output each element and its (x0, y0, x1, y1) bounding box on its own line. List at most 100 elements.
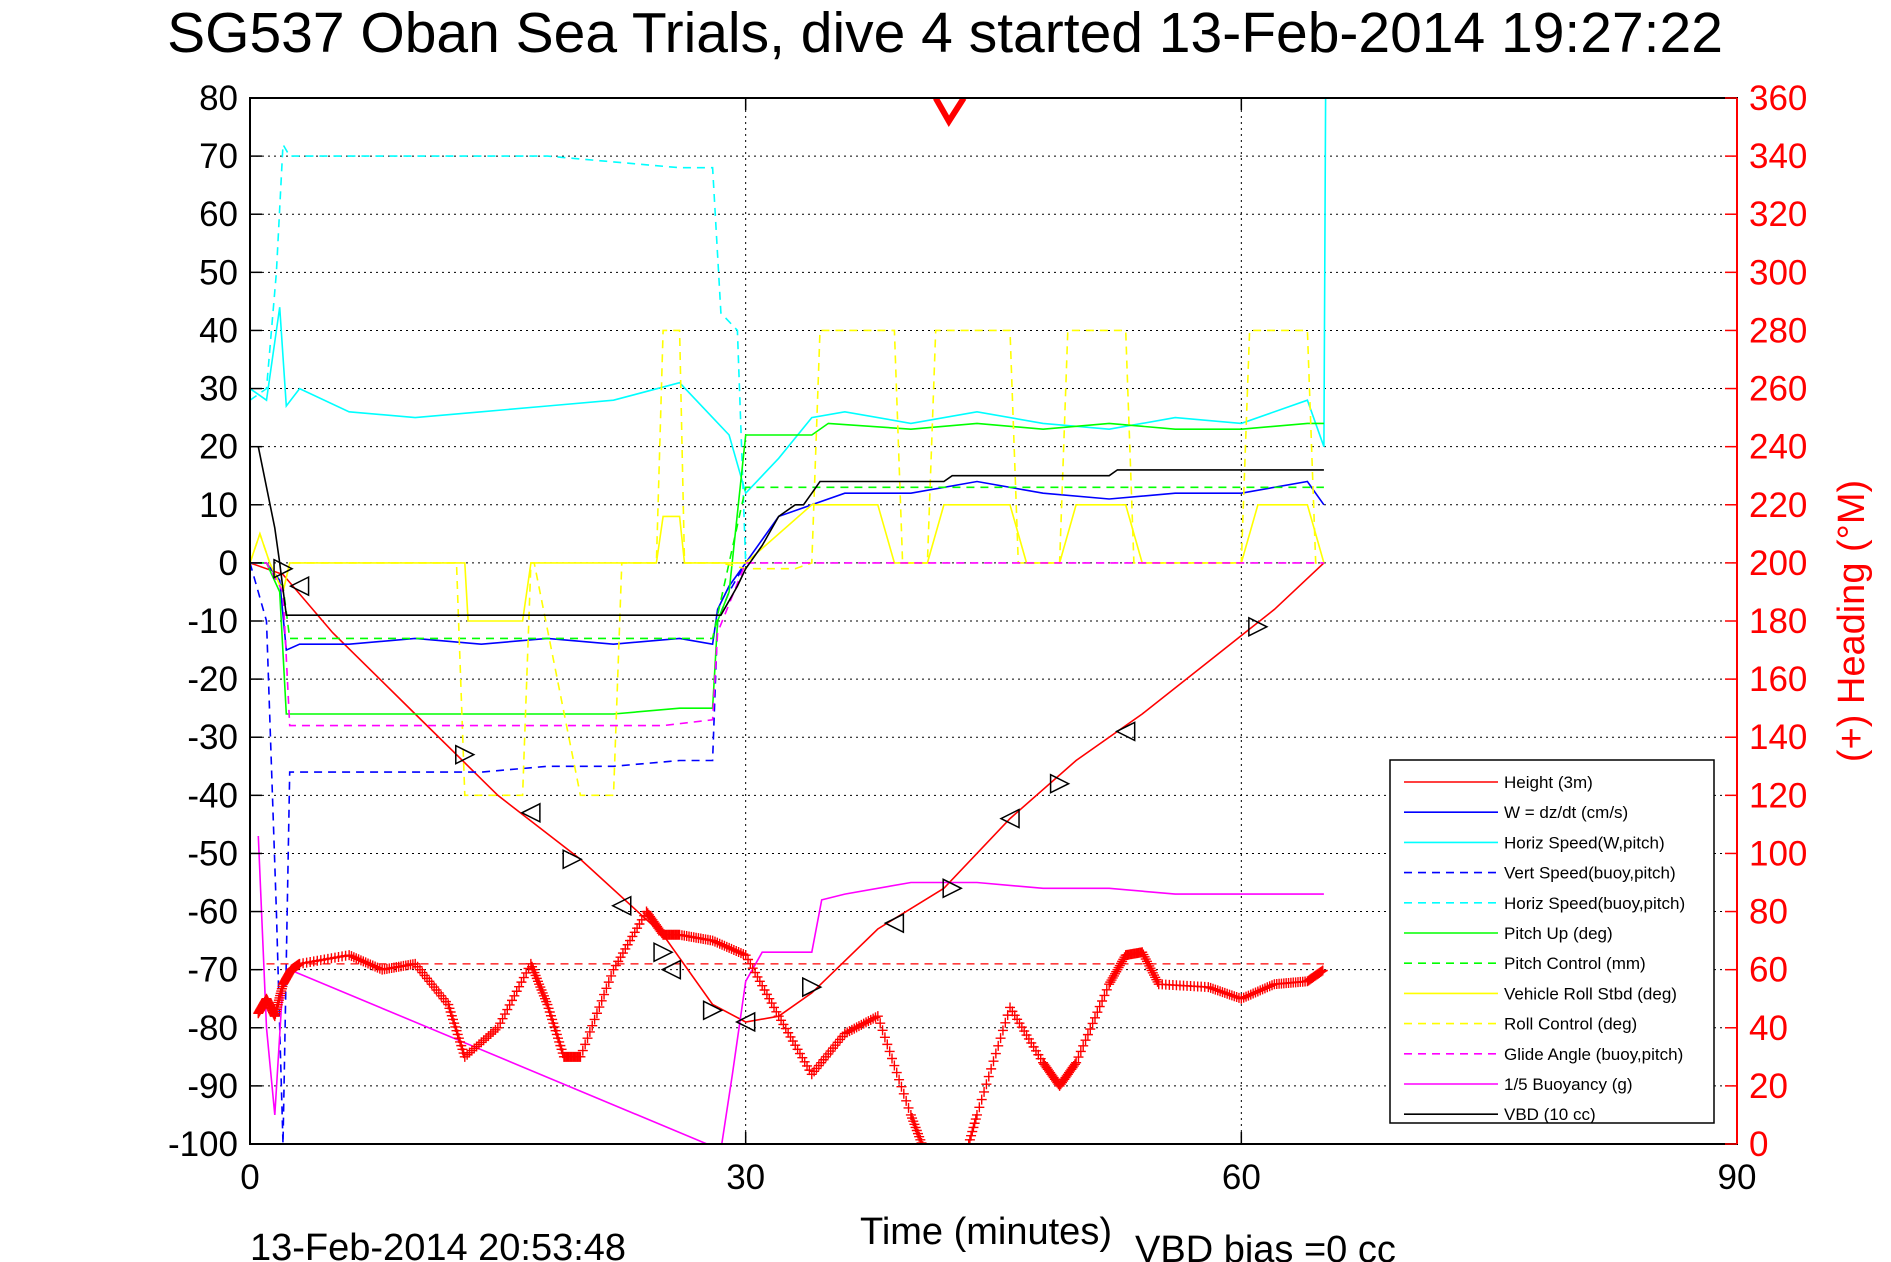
heading-point (1000, 1017, 1011, 1028)
heading-point (1243, 990, 1254, 1001)
y-tick-label: -60 (187, 893, 238, 932)
series-line-9 (250, 562, 1324, 727)
heading-point (360, 957, 371, 968)
legend-label: Vert Speed(buoy,pitch) (1504, 864, 1676, 883)
right-tick-label: 240 (1749, 428, 1807, 467)
heading-point (1212, 985, 1223, 996)
right-tick-label: 280 (1749, 311, 1807, 350)
heading-point (625, 935, 636, 946)
heading-point (1145, 963, 1156, 974)
legend-label: VBD (10 cc) (1504, 1105, 1596, 1124)
heading-point (1151, 974, 1162, 985)
marker-layer (273, 558, 1269, 1033)
heading-point (355, 955, 366, 966)
heading-point (939, 1165, 949, 1175)
heading-point (707, 935, 718, 946)
heading-point (615, 952, 626, 963)
heading-point (1262, 982, 1273, 993)
heading-point (884, 1046, 895, 1057)
heading-point (1069, 1059, 1080, 1070)
heading-point (469, 1043, 480, 1054)
heading-point (608, 964, 619, 975)
heading-point (634, 919, 645, 930)
legend-label: Roll Control (deg) (1504, 1015, 1637, 1034)
heading-point (1137, 947, 1148, 958)
x-tick-label: 30 (726, 1158, 765, 1197)
heading-point (1147, 967, 1158, 978)
heading-point (764, 993, 775, 1004)
heading-point (1073, 1052, 1084, 1063)
right-tick-label: 340 (1749, 137, 1807, 176)
heading-point (950, 1168, 960, 1178)
heading-point (1149, 970, 1159, 981)
heading-point (606, 970, 617, 981)
legend-label: Vehicle Roll Stbd (deg) (1504, 984, 1677, 1003)
x-tick-label: 90 (1718, 1158, 1757, 1197)
heading-point (502, 1004, 513, 1015)
right-tick-label: 260 (1749, 370, 1807, 409)
heading-series (253, 98, 1328, 1178)
heading-point (804, 1065, 815, 1076)
heading-point (370, 961, 381, 972)
heading-point (990, 1048, 1001, 1059)
heading-point (620, 943, 631, 954)
heading-point (947, 1168, 957, 1178)
legend-label: Glide Angle (buoy,pitch) (1504, 1045, 1683, 1064)
legend: Height (3m) W = dz/dt (cm/s) Horiz Speed(W… (1389, 759, 1715, 1124)
heading-point (842, 1027, 853, 1038)
height-marker (562, 849, 583, 870)
heading-point (601, 983, 612, 994)
heading-point (514, 981, 525, 992)
heading-point (1250, 987, 1261, 998)
heading-point (986, 1063, 997, 1074)
heading-point (792, 1044, 803, 1055)
heading-point (927, 1157, 937, 1167)
heading-point (575, 1051, 586, 1062)
heading-point (846, 1024, 857, 1035)
heading-point (582, 1033, 593, 1044)
x-axis-title: Time (minutes) (860, 1211, 1112, 1253)
heading-point (1259, 983, 1270, 994)
heading-point (1224, 989, 1235, 1000)
heading-point (1092, 1007, 1103, 1018)
heading-point (950, 1168, 960, 1178)
right-tick-label: 40 (1749, 1009, 1788, 1048)
height-marker (455, 744, 476, 765)
y-tick-label: -90 (187, 1067, 238, 1106)
heading-point (1146, 965, 1157, 976)
heading-point (717, 939, 728, 950)
legend-label: Horiz Speed(buoy,pitch) (1504, 894, 1685, 913)
heading-point (916, 1137, 927, 1144)
heading-point (709, 936, 720, 947)
y-tick-label: 70 (199, 137, 238, 176)
heading-point (584, 1026, 595, 1037)
height-marker (1115, 721, 1136, 742)
heading-point (1078, 1040, 1089, 1051)
right-tick-label: 120 (1749, 776, 1807, 815)
heading-point (1089, 1012, 1100, 1023)
heading-point (1315, 967, 1326, 978)
heading-point (935, 1162, 945, 1172)
y-tick-label: 20 (199, 428, 238, 467)
heading-point (1257, 984, 1268, 995)
heading-point (1141, 956, 1152, 967)
heading-point (733, 947, 744, 958)
y-tick-label: -10 (187, 602, 238, 641)
heading-point (780, 1023, 791, 1034)
heading-point (865, 1014, 876, 1025)
heading-point (754, 976, 765, 987)
heading-point (726, 943, 737, 954)
right-tick-label: 80 (1749, 893, 1788, 932)
x-tick-label: 60 (1222, 1158, 1261, 1197)
height-marker (942, 878, 963, 899)
heading-point (351, 953, 362, 964)
heading-point (879, 1032, 890, 1043)
heading-point (759, 985, 770, 996)
heading-point (613, 956, 624, 967)
heading-point (1217, 987, 1228, 998)
heading-point (1238, 992, 1249, 1003)
heading-point (476, 1037, 487, 1048)
heading-point (1099, 990, 1110, 1001)
heading-point (1248, 988, 1259, 999)
